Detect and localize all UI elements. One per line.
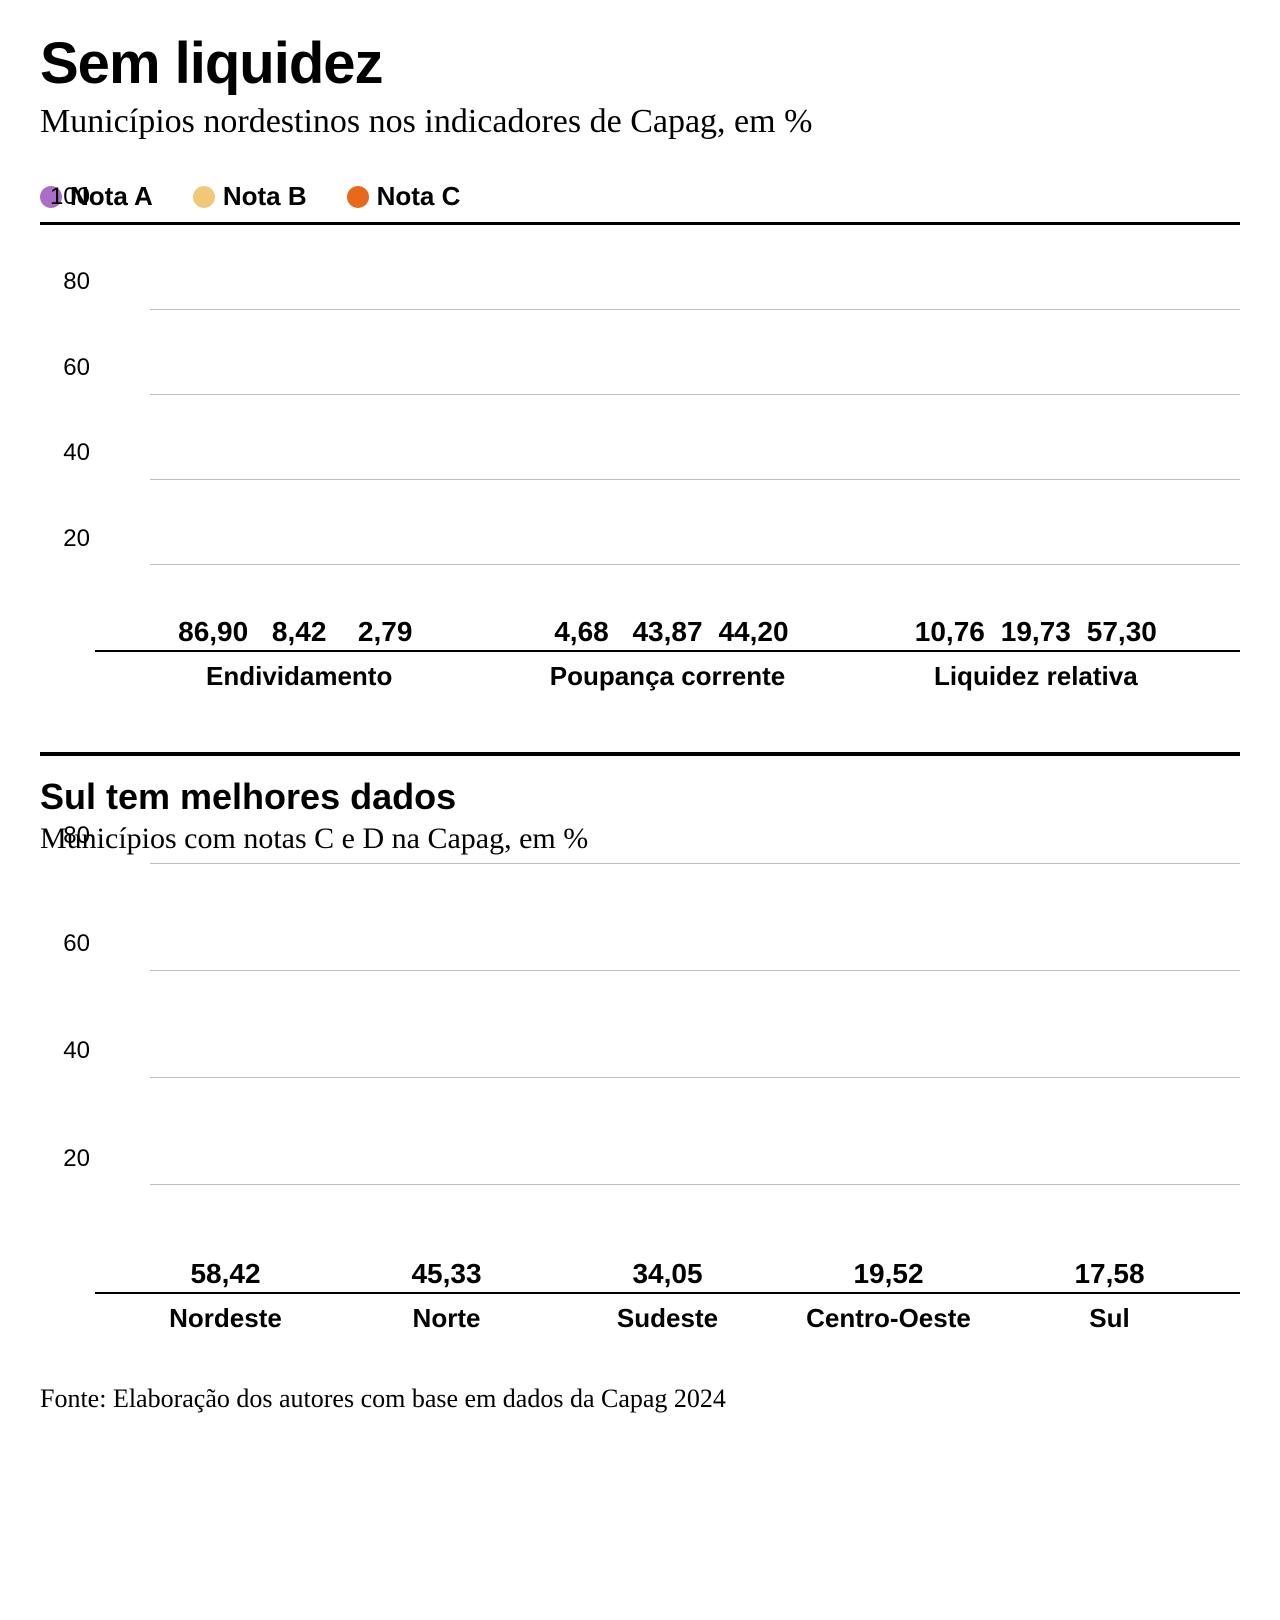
main-title: Sem liquidez (40, 30, 1240, 97)
x-axis-label: Liquidez relativa (852, 661, 1220, 692)
bar-value-label: 10,76 (915, 616, 985, 648)
gridline (150, 479, 1240, 480)
swatch-nota-c (347, 186, 369, 208)
bar-value-label: 86,90 (178, 616, 248, 648)
y-tick: 80 (63, 268, 90, 296)
gridline (150, 970, 1240, 971)
bar-value-label: 44,20 (718, 616, 788, 648)
bar-value-label: 19,52 (853, 1258, 923, 1290)
gridline (150, 309, 1240, 310)
chart2-subtitle: Municípios com notas C e D na Capag, em … (40, 822, 1240, 856)
gridline (150, 863, 1240, 864)
y-tick: 100 (50, 183, 90, 211)
bar-value-label: 17,58 (1074, 1258, 1144, 1290)
chart1-legend: Nota A Nota B Nota C (40, 181, 1240, 212)
legend-label: Nota B (223, 181, 307, 212)
x-axis-label: Norte (336, 1303, 557, 1334)
legend-item-nota-b: Nota B (193, 181, 307, 212)
chart2: 20406080 58,4245,3334,0519,5217,58 Norde… (40, 864, 1240, 1324)
chart2-plot: 58,42 45,33 34,05 19,52 17,58 (95, 864, 1240, 1294)
bar-value-label: 4,68 (554, 616, 609, 648)
y-tick: 20 (63, 525, 90, 553)
chart1-y-axis: 20406080100 (40, 225, 90, 652)
bar-value-label: 57,30 (1087, 616, 1157, 648)
bar-value-label: 43,87 (632, 616, 702, 648)
chart2-x-labels: NordesteNorteSudesteCentro-OesteSul (95, 1303, 1240, 1334)
gridline (150, 1077, 1240, 1078)
legend-item-nota-c: Nota C (347, 181, 461, 212)
bar-value-label: 58,42 (190, 1258, 260, 1290)
y-tick: 20 (63, 1145, 90, 1173)
chart1: 20406080100 86,908,422,794,6843,8744,201… (40, 222, 1240, 682)
y-tick: 40 (63, 439, 90, 467)
main-subtitle: Municípios nordestinos nos indicadores d… (40, 103, 1240, 141)
x-axis-label: Centro-Oeste (778, 1303, 999, 1334)
chart1-x-labels: EndividamentoPoupança correnteLiquidez r… (95, 661, 1240, 692)
bar-value-label: 2,79 (358, 616, 413, 648)
chart1-plot: 86,90 8,42 2,79 4,68 43,87 44,20 10,76 19,73 57,… (95, 225, 1240, 652)
y-tick: 60 (63, 354, 90, 382)
x-axis-label: Sul (999, 1303, 1220, 1334)
legend-label: Nota C (377, 181, 461, 212)
bar-value-label: 34,05 (632, 1258, 702, 1290)
x-axis-label: Poupança corrente (483, 661, 851, 692)
gridline (150, 394, 1240, 395)
bar-value-label: 45,33 (411, 1258, 481, 1290)
x-axis-label: Nordeste (115, 1303, 336, 1334)
y-tick: 80 (63, 822, 90, 850)
chart2-title: Sul tem melhores dados (40, 776, 1240, 818)
swatch-nota-b (193, 186, 215, 208)
x-axis-label: Sudeste (557, 1303, 778, 1334)
gridline (150, 1184, 1240, 1185)
section-divider (40, 752, 1240, 756)
gridline (150, 224, 1240, 225)
gridline (150, 564, 1240, 565)
source-footer: Fonte: Elaboração dos autores com base e… (40, 1384, 1240, 1414)
y-tick: 60 (63, 930, 90, 958)
chart2-y-axis: 20406080 (40, 864, 90, 1294)
x-axis-label: Endividamento (115, 661, 483, 692)
bar-value-label: 8,42 (272, 616, 327, 648)
y-tick: 40 (63, 1037, 90, 1065)
bar-value-label: 19,73 (1001, 616, 1071, 648)
